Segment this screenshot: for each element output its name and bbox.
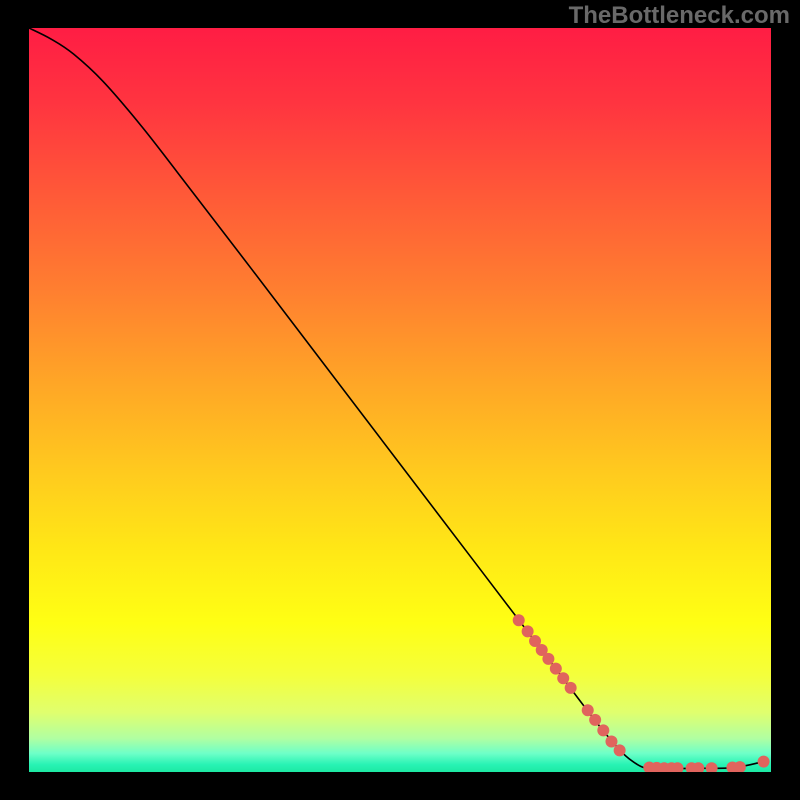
data-marker xyxy=(758,756,770,768)
data-marker xyxy=(542,653,554,665)
plot-area xyxy=(29,28,771,772)
data-marker xyxy=(513,614,525,626)
data-marker xyxy=(582,704,594,716)
data-marker xyxy=(597,724,609,736)
data-marker xyxy=(614,744,626,756)
gradient-background xyxy=(29,28,771,772)
data-marker xyxy=(557,672,569,684)
data-marker xyxy=(605,735,617,747)
watermark-text: TheBottleneck.com xyxy=(569,2,790,30)
data-marker xyxy=(522,625,534,637)
data-marker xyxy=(550,663,562,675)
data-marker xyxy=(589,714,601,726)
chart-svg xyxy=(29,28,771,772)
chart-stage: TheBottleneck.com xyxy=(0,0,800,800)
data-marker xyxy=(565,682,577,694)
